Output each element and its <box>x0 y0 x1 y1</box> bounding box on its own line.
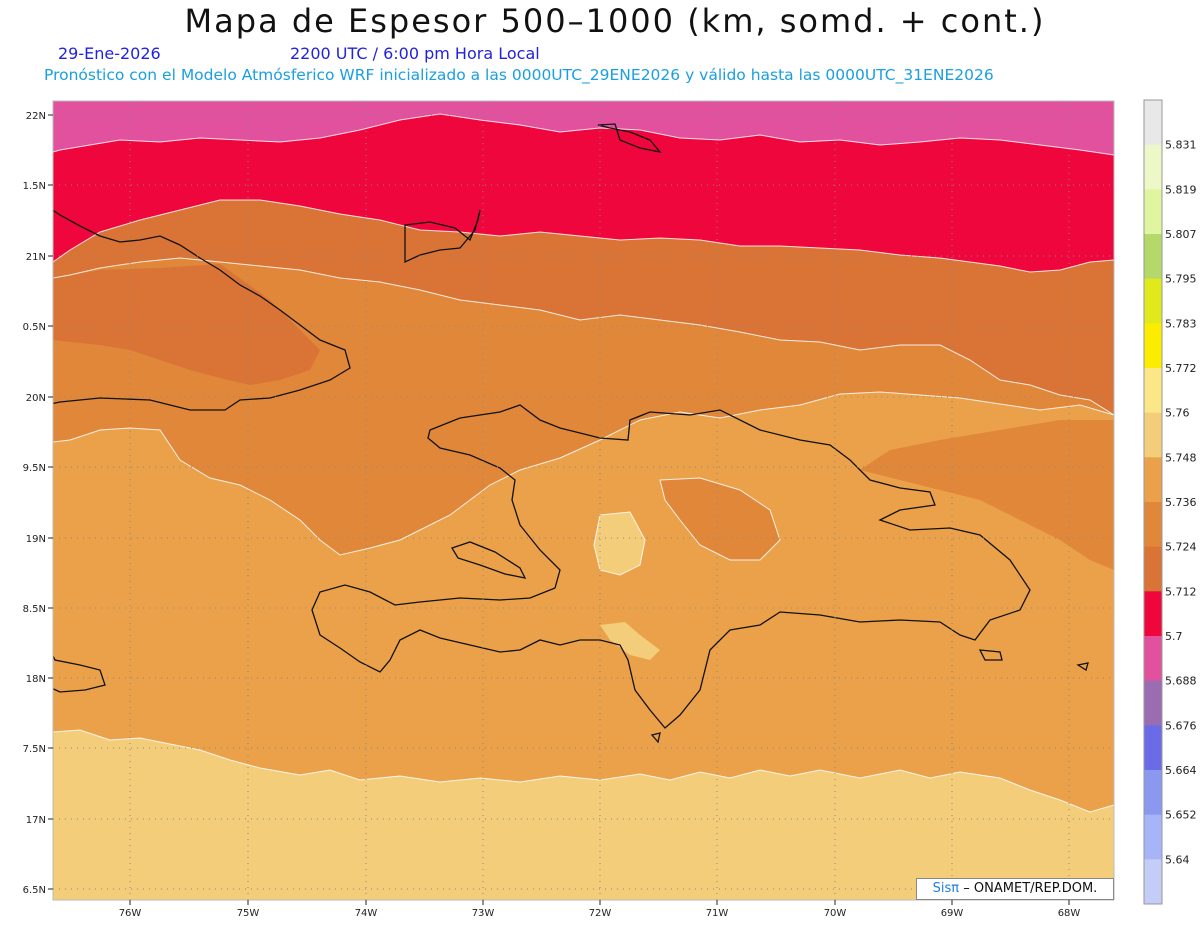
colorbar-frame <box>1143 99 1163 905</box>
colorbar-swatch <box>1144 546 1162 592</box>
lat-label: 8.5N <box>23 604 46 615</box>
colorbar-swatch <box>1144 189 1162 235</box>
lat-label: 22N <box>26 111 46 122</box>
hispaniola-coast <box>311 404 1031 729</box>
colorbar-label: 5.64 <box>1165 853 1190 866</box>
lat-label: 9.5N <box>23 463 46 474</box>
colorbar-label: 5.652 <box>1165 809 1197 822</box>
forecast-date: 29-Ene-2026 <box>58 44 161 63</box>
colorbar-label: 5.831 <box>1165 139 1197 152</box>
colorbar-swatch <box>1144 368 1162 414</box>
lat-label: 20N <box>26 393 46 404</box>
lon-label: 76W <box>119 908 142 919</box>
colorbar-label: 5.783 <box>1165 317 1197 330</box>
map-title: Mapa de Espesor 500–1000 (km, somd. + co… <box>184 2 1046 40</box>
colorbar-swatch <box>1144 591 1162 637</box>
lon-label: 73W <box>472 908 495 919</box>
colorbar-swatch <box>1144 278 1162 324</box>
lon-label: 68W <box>1058 908 1081 919</box>
colorbar-label: 5.688 <box>1165 675 1197 688</box>
lon-label: 69W <box>941 908 964 919</box>
lon-label: 71W <box>706 908 729 919</box>
band-5688 <box>53 101 1114 155</box>
patch-5748-south <box>600 622 660 660</box>
colorbar-swatch <box>1144 100 1162 146</box>
lon-label: 75W <box>237 908 260 919</box>
colorbar-label: 5.748 <box>1165 451 1197 464</box>
colorbar-swatch <box>1144 725 1162 771</box>
colorbar-label: 5.819 <box>1165 183 1197 196</box>
band-5724-east <box>860 420 1114 570</box>
colorbar-label: 5.724 <box>1165 541 1197 554</box>
model-info: Pronóstico con el Modelo Atmósferico WRF… <box>44 66 994 84</box>
colorbar-label: 5.76 <box>1165 407 1190 420</box>
bahamas-inagua <box>404 209 481 264</box>
colorbar-label: 5.795 <box>1165 273 1197 286</box>
lat-label: 18N <box>26 674 46 685</box>
colorbar-label: 5.736 <box>1165 496 1197 509</box>
colorbar-label: 5.676 <box>1165 719 1197 732</box>
patch-5724-cibao <box>660 478 780 560</box>
lon-label: 74W <box>355 908 378 919</box>
colorbar-label: 5.664 <box>1165 764 1197 777</box>
plot-frame <box>52 100 1115 901</box>
forecast-time: 2200 UTC / 6:00 pm Hora Local <box>290 44 540 63</box>
lat-label: 21N <box>26 252 46 263</box>
lat-label: 1.5N <box>23 181 46 192</box>
patch-5748-haiti <box>594 512 645 575</box>
colorbar: 5.831 5.819 5.807 5.795 5.783 5.772 5.76 5.748 5… <box>1143 99 1197 905</box>
band-5700 <box>53 101 1114 272</box>
credit-box: Sisπ – ONAMET/REP.DOM. <box>916 878 1114 900</box>
colorbar-swatch <box>1144 502 1162 548</box>
colorbar-swatch <box>1144 770 1162 816</box>
lat-label: 6.5N <box>23 885 46 896</box>
shaded-field <box>53 101 1114 900</box>
colorbar-label: 5.712 <box>1165 585 1197 598</box>
lon-label: 72W <box>589 908 612 919</box>
band-5712-ext <box>53 264 320 385</box>
cuba-coast <box>53 209 351 411</box>
colorbar-swatch <box>1144 144 1162 190</box>
lat-label: 19N <box>26 534 46 545</box>
colorbar-swatch <box>1144 680 1162 726</box>
lat-axis: 22N 1.5N 21N 0.5N 20N 9.5N 19N 8.5N 18N … <box>23 111 53 896</box>
coastlines <box>53 123 1089 744</box>
colorbar-swatch <box>1144 636 1162 682</box>
colorbar-label: 5.807 <box>1165 228 1197 241</box>
lat-label: 7.5N <box>23 744 46 755</box>
colorbar-label: 5.7 <box>1165 630 1183 643</box>
gonave-island <box>451 541 527 579</box>
colorbar-swatch <box>1144 814 1162 860</box>
credit-text: – ONAMET/REP.DOM. <box>963 881 1098 896</box>
turks-caicos <box>597 123 662 153</box>
colorbar-swatch <box>1144 859 1162 905</box>
mona-islet <box>1076 662 1089 672</box>
lat-label: 0.5N <box>23 322 46 333</box>
lon-label: 70W <box>824 908 847 919</box>
puerto-rico-islet <box>978 649 1003 661</box>
jamaica-tip <box>53 654 106 693</box>
colorbar-swatch <box>1144 234 1162 280</box>
lat-label: 17N <box>26 815 46 826</box>
credit-brand: Sisπ <box>932 881 960 896</box>
colorbar-label: 5.772 <box>1165 362 1197 375</box>
beata-islet <box>650 732 661 744</box>
colorbar-swatch <box>1144 412 1162 458</box>
colorbar-swatch <box>1144 323 1162 369</box>
lon-axis: 76W 75W 74W 73W 72W 71W 70W 69W 68W <box>119 900 1081 919</box>
colorbar-swatch <box>1144 457 1162 503</box>
